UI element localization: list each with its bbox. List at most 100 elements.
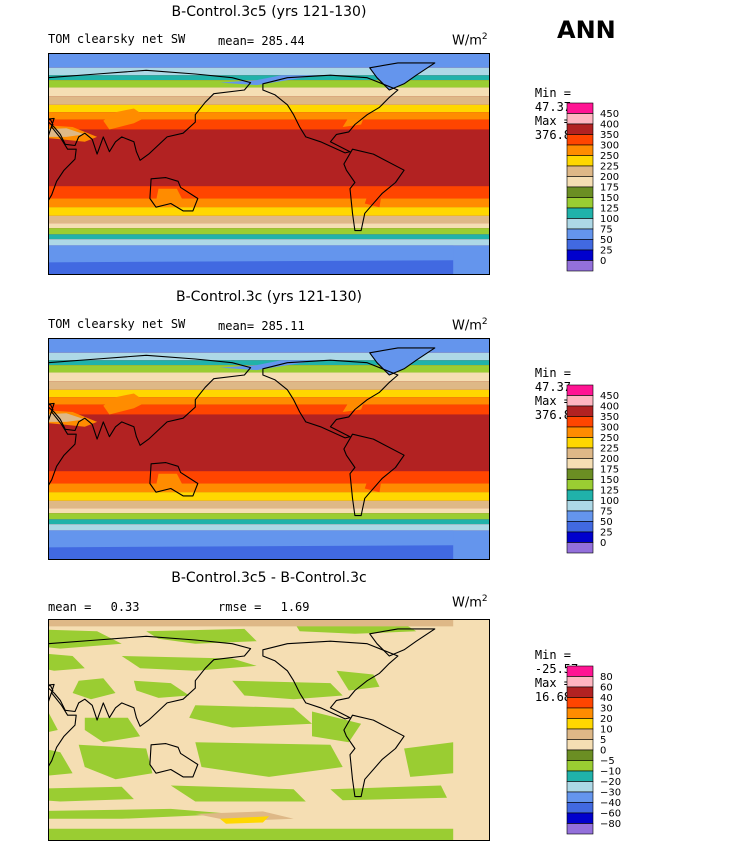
legend-tick-label: −80 <box>600 819 621 830</box>
contour-region <box>232 680 343 700</box>
contour-region <box>369 62 435 90</box>
mean-stat: mean = 0.33 <box>48 600 140 614</box>
units-exponent: 2 <box>481 32 488 42</box>
contour-band <box>48 389 490 398</box>
coastline <box>48 402 77 488</box>
legend-swatch <box>566 384 594 396</box>
contour-region <box>48 629 122 649</box>
contour-region <box>156 188 184 205</box>
legend-swatch <box>566 228 594 240</box>
legend-tick-label: 250 <box>600 151 619 162</box>
contour-band <box>48 397 490 405</box>
coastline <box>369 347 436 376</box>
contour-band <box>48 372 490 382</box>
legend-swatch <box>566 155 594 167</box>
legend-tick-label: −20 <box>600 777 621 788</box>
legend-swatch <box>566 144 594 156</box>
legend-swatch <box>566 697 594 709</box>
legend-tick-label: 50 <box>600 517 613 528</box>
legend-swatch <box>566 665 594 677</box>
legend-swatch <box>566 197 594 209</box>
legend-swatch <box>566 207 594 219</box>
legend-swatch <box>566 676 594 688</box>
contour-band <box>48 524 490 531</box>
legend-tick-label: 0 <box>600 746 606 757</box>
variable-label: TOM clearsky net SW <box>48 317 186 331</box>
contour-region <box>133 680 190 698</box>
legend-swatch <box>566 489 594 501</box>
legend-tick-label: 10 <box>600 725 613 736</box>
legend-swatch <box>566 686 594 698</box>
legend-tick-label: 60 <box>600 683 613 694</box>
contour-region <box>364 473 382 493</box>
legend-swatch <box>566 458 594 470</box>
panel-title: B-Control.3c5 - B-Control.3c <box>171 570 367 586</box>
max-value: 16.68 <box>534 690 572 704</box>
min-label: Min = <box>534 648 572 662</box>
contour-region <box>121 656 257 671</box>
legend-swatch <box>566 823 594 835</box>
legend-tick-label: 450 <box>600 109 619 120</box>
contour-band <box>48 483 490 493</box>
panel-title: B-Control.3c5 (yrs 121-130) <box>171 4 367 20</box>
legend-tick-label: −5 <box>600 756 615 767</box>
units-label: W/m2 <box>452 317 488 333</box>
map-frame <box>48 53 490 275</box>
contour-region <box>48 711 58 733</box>
contour-region <box>195 811 294 822</box>
legend-swatch <box>566 416 594 428</box>
legend-tick-label: 350 <box>600 130 619 141</box>
map-plot <box>48 53 490 275</box>
legend-swatch <box>566 791 594 803</box>
legend-tick-label: 150 <box>600 475 619 486</box>
map-frame <box>48 619 490 841</box>
legend-swatch <box>566 749 594 761</box>
coastline <box>48 683 77 769</box>
min-value: 47.37 <box>534 380 572 394</box>
contour-band <box>48 87 490 97</box>
contour-band <box>48 67 490 76</box>
legend-tick-label: 250 <box>600 433 619 444</box>
legend-swatch <box>566 426 594 438</box>
contour-region <box>342 114 365 127</box>
legend-swatch <box>566 437 594 449</box>
contour-region <box>48 619 454 627</box>
legend-swatch <box>566 770 594 782</box>
legend-swatch <box>566 479 594 491</box>
legend-tick-label: 50 <box>600 235 613 246</box>
legend-swatch <box>566 176 594 188</box>
contour-region <box>48 786 134 802</box>
mean-value: 285.11 <box>261 319 305 333</box>
contour-region <box>48 260 454 275</box>
mean-stat: mean= 285.44 <box>218 34 305 48</box>
legend-swatch <box>566 134 594 146</box>
contour-band <box>48 104 490 113</box>
legend-tick-label: 125 <box>600 204 619 215</box>
mean-value: 0.33 <box>110 600 140 614</box>
mean-label: mean = <box>48 600 92 614</box>
contour-band <box>48 129 490 187</box>
units-exponent: 2 <box>481 594 488 604</box>
contour-region <box>219 816 269 824</box>
legend-swatch <box>566 781 594 793</box>
contour-band <box>48 414 490 472</box>
rmse-value: 1.69 <box>280 600 310 614</box>
legend-tick-label: 225 <box>600 444 619 455</box>
map-plot <box>48 338 490 560</box>
rmse-stat: rmse = 1.69 <box>218 600 310 614</box>
contour-band <box>48 381 490 390</box>
units-label: W/m2 <box>452 32 488 48</box>
contour-band <box>48 207 490 216</box>
contour-band <box>48 53 490 68</box>
legend-tick-label: 450 <box>600 391 619 402</box>
contour-region <box>103 108 147 130</box>
legend-tick-label: 75 <box>600 225 613 236</box>
contour-region <box>84 717 141 743</box>
coastline <box>149 743 199 778</box>
min-value: 47.37 <box>534 100 572 114</box>
map-plot <box>48 619 490 841</box>
mean-stat: mean= 285.11 <box>218 319 305 333</box>
